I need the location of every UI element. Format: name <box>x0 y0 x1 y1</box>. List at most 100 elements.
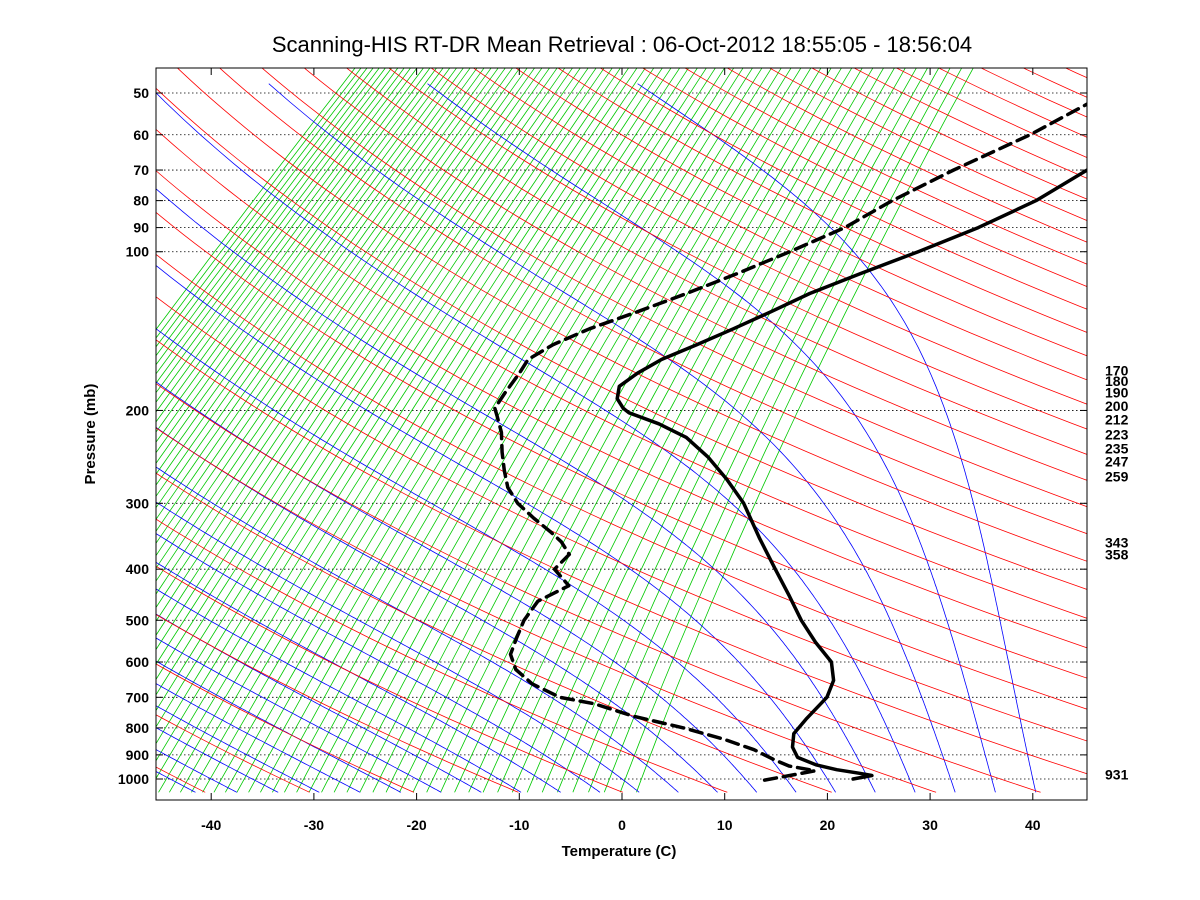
right-label: 247 <box>1105 454 1129 470</box>
dry-adiabat <box>156 383 1041 793</box>
y-tick-label: 700 <box>126 689 150 705</box>
dry-adiabat <box>430 68 1087 405</box>
right-label: 358 <box>1105 546 1129 562</box>
mixing-ratio-line <box>156 68 424 433</box>
dry-adiabat <box>303 68 1087 481</box>
y-tick-label: 80 <box>133 193 149 209</box>
moist-adiabat <box>156 188 876 793</box>
temperature-profile <box>615 168 1087 781</box>
mixing-ratio-line <box>346 68 763 793</box>
dry-adiabat <box>156 170 1087 649</box>
dry-adiabat <box>156 518 728 793</box>
dry-adiabat <box>219 68 1087 535</box>
right-label: 180 <box>1105 373 1129 389</box>
moist-adiabat <box>156 466 679 793</box>
moist-adiabat <box>156 328 797 793</box>
mixing-ratio-line <box>468 68 853 793</box>
right-label: 235 <box>1105 440 1129 456</box>
dry-adiabat <box>176 68 1087 562</box>
dry-adiabat <box>156 128 1087 619</box>
mixing-ratio-line <box>572 68 928 793</box>
moist-adiabat <box>0 84 154 793</box>
dry-adiabat <box>557 68 1087 333</box>
y-tick-label: 800 <box>126 720 150 736</box>
x-tick-label: 20 <box>820 817 836 833</box>
y-axis-label: Pressure (mb) <box>82 384 99 485</box>
mixing-ratio-line <box>557 68 917 793</box>
y-tick-label: 500 <box>126 612 150 628</box>
mixing-ratio-lines <box>156 68 974 793</box>
moist-adiabat <box>156 264 836 793</box>
y-tick-label: 1000 <box>118 771 149 787</box>
mixing-ratio-line <box>156 68 368 348</box>
moist-adiabat <box>156 561 561 793</box>
profile-series <box>493 102 1087 782</box>
x-tick-label: -40 <box>201 817 221 833</box>
dry-adiabat <box>472 68 1087 381</box>
y-tick-label: 90 <box>133 220 149 236</box>
right-label: 190 <box>1105 385 1129 401</box>
mixing-ratio-line <box>156 68 437 454</box>
y-tick-label: 200 <box>126 402 150 418</box>
mixing-ratio-line <box>156 68 431 443</box>
right-label: 931 <box>1105 766 1129 782</box>
dry-adiabat <box>156 427 937 793</box>
dry-adiabat <box>853 68 1087 179</box>
mixing-ratio-line <box>156 68 386 375</box>
mixing-ratio-line <box>482 68 863 793</box>
mixing-ratio-line <box>236 68 681 793</box>
dry-adiabat <box>937 68 1087 138</box>
moist-adiabat <box>156 588 522 793</box>
mixing-ratio-line <box>156 68 478 521</box>
moist-adiabat <box>156 705 320 793</box>
moist-adiabat <box>156 683 361 793</box>
mixing-ratio-line <box>385 68 792 793</box>
dry-adiabats <box>156 68 1087 793</box>
moist-adiabat <box>0 84 71 793</box>
dry-adiabat <box>156 663 415 793</box>
dry-adiabat <box>346 68 1087 455</box>
dry-adiabat <box>156 253 1087 710</box>
right-label: 170 <box>1105 363 1129 379</box>
x-tick-label: 40 <box>1025 817 1041 833</box>
y-tick-label: 100 <box>126 244 150 260</box>
mixing-ratio-line <box>156 68 380 366</box>
moist-adiabat <box>637 83 1037 793</box>
mixing-ratio-line <box>169 68 630 793</box>
dry-adiabat <box>768 68 1087 221</box>
mixing-ratio-line <box>372 68 782 793</box>
mixing-ratio-line <box>156 68 613 780</box>
y-tick-label: 900 <box>126 747 150 763</box>
mixing-ratio-line <box>603 68 951 793</box>
mixing-ratio-line <box>156 68 374 357</box>
y-tick-label: 70 <box>133 162 149 178</box>
mixing-ratio-line <box>156 68 458 486</box>
mixing-ratio-line <box>156 68 528 609</box>
mixing-ratio-line <box>284 68 716 793</box>
y-tick-label: 600 <box>126 654 150 670</box>
mixing-ratio-line <box>156 68 418 423</box>
dry-adiabat <box>980 68 1087 118</box>
dry-adiabat <box>726 68 1087 243</box>
dry-adiabat <box>156 714 310 793</box>
mixing-ratio-line <box>333 68 753 793</box>
dry-adiabat <box>156 472 832 793</box>
mixing-ratio-line <box>156 68 393 384</box>
moist-adiabats <box>0 83 1037 793</box>
dry-adiabat <box>641 68 1087 287</box>
moist-adiabat <box>156 501 640 793</box>
mixing-ratio-line <box>156 68 573 696</box>
mixing-ratio-line <box>156 68 485 532</box>
mixing-ratio-line <box>158 68 621 793</box>
mixing-ratio-line <box>399 68 802 793</box>
dry-adiabat <box>156 565 624 793</box>
mixing-ratio-line <box>308 68 735 793</box>
y-tick-label: 50 <box>133 85 149 101</box>
moist-adiabat <box>156 749 238 793</box>
mixing-ratio-line <box>156 68 499 557</box>
dry-adiabat <box>261 68 1087 508</box>
dry-adiabat <box>599 68 1087 310</box>
mixing-ratio-line <box>156 68 405 403</box>
